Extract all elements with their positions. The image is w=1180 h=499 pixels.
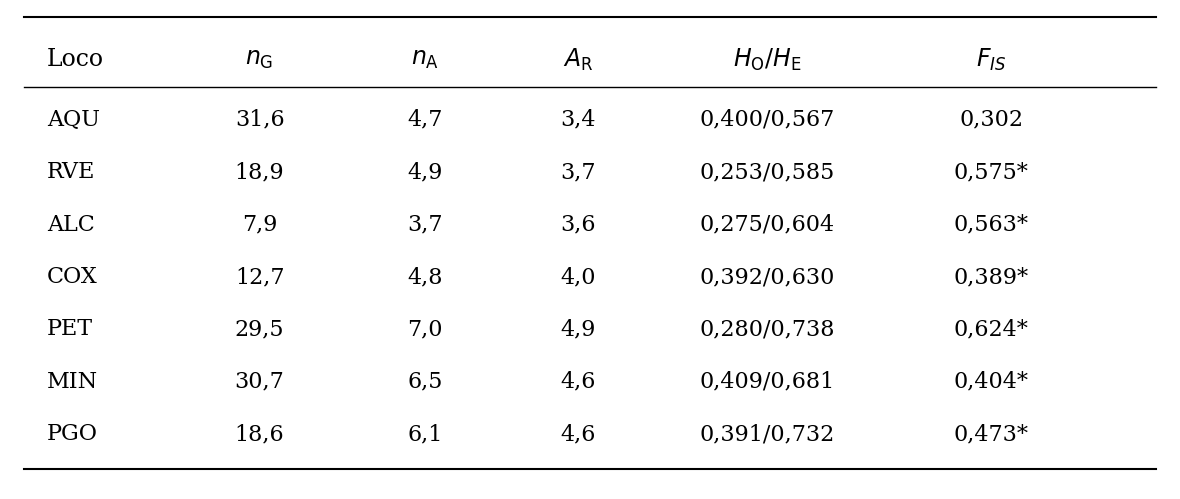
Text: 0,391/0,732: 0,391/0,732 bbox=[700, 423, 834, 445]
Text: 18,9: 18,9 bbox=[235, 161, 284, 183]
Text: 12,7: 12,7 bbox=[235, 266, 284, 288]
Text: 0,404*: 0,404* bbox=[953, 371, 1029, 393]
Text: 3,7: 3,7 bbox=[407, 214, 442, 236]
Text: 0,563*: 0,563* bbox=[953, 214, 1029, 236]
Text: 7,0: 7,0 bbox=[407, 318, 442, 340]
Text: 4,9: 4,9 bbox=[407, 161, 442, 183]
Text: AQU: AQU bbox=[47, 109, 100, 131]
Text: $n_{\mathrm{A}}$: $n_{\mathrm{A}}$ bbox=[411, 48, 439, 71]
Text: COX: COX bbox=[47, 266, 98, 288]
Text: PET: PET bbox=[47, 318, 93, 340]
Text: 30,7: 30,7 bbox=[235, 371, 284, 393]
Text: 0,473*: 0,473* bbox=[953, 423, 1029, 445]
Text: $H_{\mathrm{O}}/H_{\mathrm{E}}$: $H_{\mathrm{O}}/H_{\mathrm{E}}$ bbox=[733, 47, 801, 73]
Text: 4,7: 4,7 bbox=[407, 109, 442, 131]
Text: 4,8: 4,8 bbox=[407, 266, 442, 288]
Text: $n_{\mathrm{G}}$: $n_{\mathrm{G}}$ bbox=[245, 48, 274, 71]
Text: Loco: Loco bbox=[47, 48, 104, 71]
Text: 0,275/0,604: 0,275/0,604 bbox=[700, 214, 834, 236]
Text: $A_{\mathrm{R}}$: $A_{\mathrm{R}}$ bbox=[563, 47, 594, 73]
Text: 3,7: 3,7 bbox=[560, 161, 596, 183]
Text: PGO: PGO bbox=[47, 423, 98, 445]
Text: 3,6: 3,6 bbox=[560, 214, 596, 236]
Text: 4,9: 4,9 bbox=[560, 318, 596, 340]
Text: 7,9: 7,9 bbox=[242, 214, 277, 236]
Text: RVE: RVE bbox=[47, 161, 96, 183]
Text: 29,5: 29,5 bbox=[235, 318, 284, 340]
Text: 0,253/0,585: 0,253/0,585 bbox=[700, 161, 834, 183]
Text: MIN: MIN bbox=[47, 371, 98, 393]
Text: 18,6: 18,6 bbox=[235, 423, 284, 445]
Text: 0,575*: 0,575* bbox=[953, 161, 1029, 183]
Text: 0,624*: 0,624* bbox=[953, 318, 1029, 340]
Text: 4,0: 4,0 bbox=[560, 266, 596, 288]
Text: 4,6: 4,6 bbox=[560, 371, 596, 393]
Text: 6,5: 6,5 bbox=[407, 371, 442, 393]
Text: 31,6: 31,6 bbox=[235, 109, 284, 131]
Text: 0,409/0,681: 0,409/0,681 bbox=[700, 371, 834, 393]
Text: 0,389*: 0,389* bbox=[953, 266, 1029, 288]
Text: 0,280/0,738: 0,280/0,738 bbox=[700, 318, 834, 340]
Text: 0,400/0,567: 0,400/0,567 bbox=[700, 109, 834, 131]
Text: ALC: ALC bbox=[47, 214, 94, 236]
Text: 0,302: 0,302 bbox=[959, 109, 1023, 131]
Text: 3,4: 3,4 bbox=[560, 109, 596, 131]
Text: 4,6: 4,6 bbox=[560, 423, 596, 445]
Text: 0,392/0,630: 0,392/0,630 bbox=[700, 266, 834, 288]
Text: $F_{IS}$: $F_{IS}$ bbox=[976, 47, 1007, 73]
Text: 6,1: 6,1 bbox=[407, 423, 442, 445]
